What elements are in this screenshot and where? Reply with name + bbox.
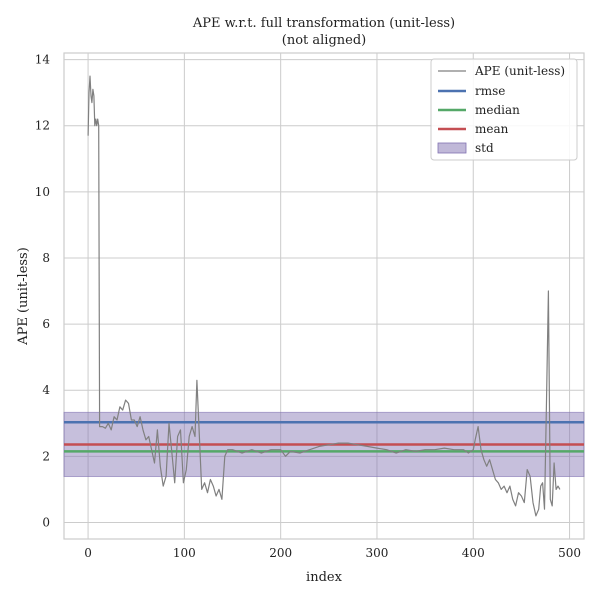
x-axis-label: index [306,570,343,585]
legend-ape-label: APE (unit-less) [474,64,565,78]
x-tick-label: 300 [366,546,389,560]
legend: APE (unit-less) rmse median mean std [430,58,578,161]
chart-title: APE w.r.t. full transformation (unit-les… [192,16,455,31]
chart-subtitle: (not aligned) [282,33,366,48]
x-ticks: 0 100 200 300 400 500 [84,546,581,560]
legend-std-swatch [437,142,467,154]
ape-series-line [87,75,561,517]
y-tick-label: 10 [35,185,50,199]
y-tick-label: 14 [35,53,51,67]
grid [64,53,584,539]
x-tick-label: 400 [462,546,485,560]
legend-median-label: median [475,103,520,117]
x-tick-label: 0 [84,546,92,560]
y-tick-label: 12 [35,119,50,133]
x-tick-label: 500 [558,546,581,560]
y-tick-label: 8 [42,251,50,265]
y-tick-label: 4 [42,383,50,397]
x-tick-label: 100 [173,546,196,560]
legend-mean-label: mean [475,122,509,136]
legend-box [430,58,578,161]
series-layer [87,75,561,517]
y-tick-label: 0 [42,515,50,529]
legend-std-label: std [475,141,494,155]
y-tick-label: 2 [42,449,50,463]
y-axis-label: APE (unit-less) [16,247,31,346]
x-tick-label: 200 [269,546,292,560]
y-tick-label: 6 [42,317,50,331]
legend-rmse-label: rmse [475,84,505,98]
y-ticks: 0 2 4 6 8 10 12 14 [35,53,51,530]
